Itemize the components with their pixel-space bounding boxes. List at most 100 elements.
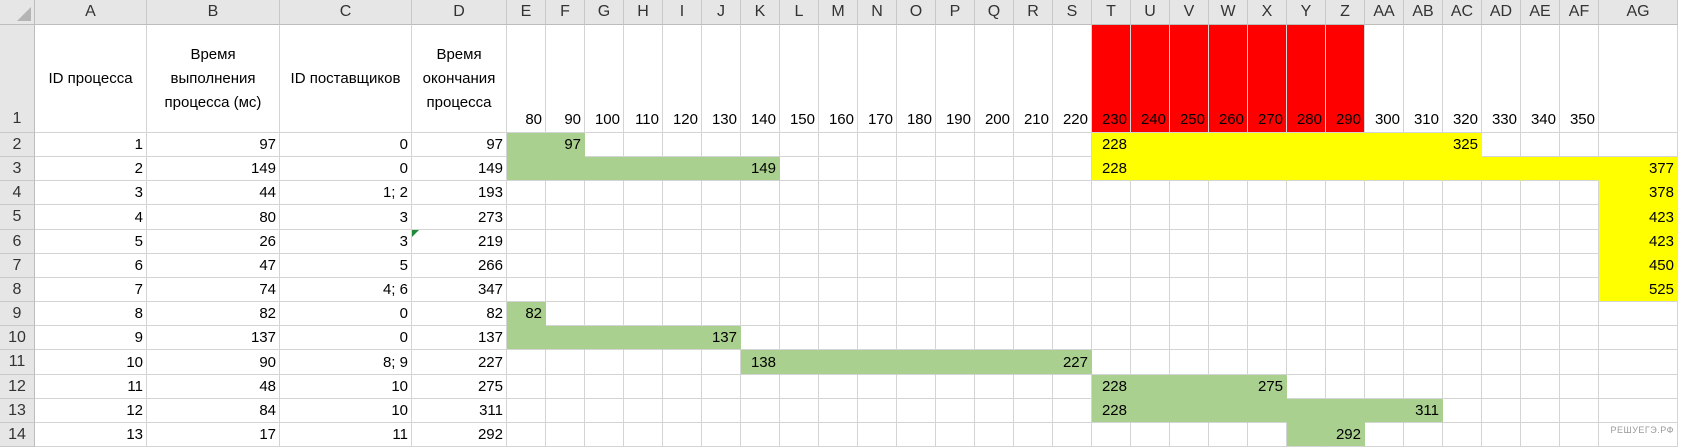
cell-K8[interactable] [741,278,780,302]
cell-N2[interactable] [858,133,897,157]
cell-AG14[interactable] [1599,423,1678,447]
column-header-Y[interactable]: Y [1287,0,1326,25]
cell-AF5[interactable] [1560,205,1599,230]
cell-Y12[interactable] [1287,375,1326,399]
cell-AG7[interactable]: 450 [1599,254,1678,278]
cell-V2[interactable] [1170,133,1209,157]
cell-I10[interactable] [663,326,702,350]
cell-AD9[interactable] [1482,302,1521,326]
cell-J2[interactable] [702,133,741,157]
cell-AD8[interactable] [1482,278,1521,302]
cell-AE2[interactable] [1521,133,1560,157]
column-header-T[interactable]: T [1092,0,1131,25]
column-header-S[interactable]: S [1053,0,1092,25]
cell-AD5[interactable] [1482,205,1521,230]
row-header-1[interactable]: 1 [0,25,35,133]
row-header-4[interactable]: 4 [0,181,35,205]
cell-B13[interactable]: 84 [147,399,280,423]
cell-AA11[interactable] [1365,350,1404,375]
cell-AG13[interactable] [1599,399,1678,423]
cell-I3[interactable] [663,157,702,181]
column-header-AA[interactable]: AA [1365,0,1404,25]
cell-AA7[interactable] [1365,254,1404,278]
cell-U12[interactable] [1131,375,1170,399]
cell-G10[interactable] [585,326,624,350]
cell-Z3[interactable] [1326,157,1365,181]
cell-W1[interactable]: 260 [1209,25,1248,133]
cell-E3[interactable] [507,157,546,181]
column-header-L[interactable]: L [780,0,819,25]
cell-L9[interactable] [780,302,819,326]
cell-J14[interactable] [702,423,741,447]
cell-A7[interactable]: 6 [35,254,147,278]
cell-M13[interactable] [819,399,858,423]
cell-B9[interactable]: 82 [147,302,280,326]
cell-G7[interactable] [585,254,624,278]
cell-E2[interactable] [507,133,546,157]
cell-J7[interactable] [702,254,741,278]
cell-L8[interactable] [780,278,819,302]
cell-L1[interactable]: 150 [780,25,819,133]
cell-D10[interactable]: 137 [412,326,507,350]
row-header-7[interactable]: 7 [0,254,35,278]
cell-U1[interactable]: 240 [1131,25,1170,133]
cell-H8[interactable] [624,278,663,302]
cell-AG10[interactable] [1599,326,1678,350]
cell-O2[interactable] [897,133,936,157]
cell-E9[interactable]: 82 [507,302,546,326]
cell-AD6[interactable] [1482,230,1521,254]
cell-AC13[interactable] [1443,399,1482,423]
cell-N10[interactable] [858,326,897,350]
cell-B3[interactable]: 149 [147,157,280,181]
cell-F3[interactable] [546,157,585,181]
column-header-Q[interactable]: Q [975,0,1014,25]
cell-G11[interactable] [585,350,624,375]
cell-AB14[interactable] [1404,423,1443,447]
cell-E14[interactable] [507,423,546,447]
cell-A5[interactable]: 4 [35,205,147,230]
cell-AA6[interactable] [1365,230,1404,254]
cell-I9[interactable] [663,302,702,326]
column-header-X[interactable]: X [1248,0,1287,25]
cell-R6[interactable] [1014,230,1053,254]
cell-X5[interactable] [1248,205,1287,230]
column-header-M[interactable]: M [819,0,858,25]
cell-P5[interactable] [936,205,975,230]
row-header-11[interactable]: 11 [0,350,35,375]
cell-K4[interactable] [741,181,780,205]
cell-M5[interactable] [819,205,858,230]
cell-E10[interactable] [507,326,546,350]
cell-A12[interactable]: 11 [35,375,147,399]
cell-D12[interactable]: 275 [412,375,507,399]
cell-AG11[interactable] [1599,350,1678,375]
column-header-P[interactable]: P [936,0,975,25]
cell-B6[interactable]: 26 [147,230,280,254]
cell-P10[interactable] [936,326,975,350]
cell-T8[interactable] [1092,278,1131,302]
cell-AE13[interactable] [1521,399,1560,423]
cell-AG5[interactable]: 423 [1599,205,1678,230]
cell-T9[interactable] [1092,302,1131,326]
cell-H6[interactable] [624,230,663,254]
cell-M1[interactable]: 160 [819,25,858,133]
cell-R5[interactable] [1014,205,1053,230]
cell-G2[interactable] [585,133,624,157]
cell-E8[interactable] [507,278,546,302]
cell-Q10[interactable] [975,326,1014,350]
cell-AE5[interactable] [1521,205,1560,230]
cell-J13[interactable] [702,399,741,423]
cell-H4[interactable] [624,181,663,205]
cell-N11[interactable] [858,350,897,375]
cell-T4[interactable] [1092,181,1131,205]
cell-AA10[interactable] [1365,326,1404,350]
cell-W4[interactable] [1209,181,1248,205]
cell-AC6[interactable] [1443,230,1482,254]
cell-Q6[interactable] [975,230,1014,254]
cell-D2[interactable]: 97 [412,133,507,157]
cell-Z9[interactable] [1326,302,1365,326]
cell-L2[interactable] [780,133,819,157]
cell-K7[interactable] [741,254,780,278]
cell-B2[interactable]: 97 [147,133,280,157]
cell-S1[interactable]: 220 [1053,25,1092,133]
cell-AE3[interactable] [1521,157,1560,181]
